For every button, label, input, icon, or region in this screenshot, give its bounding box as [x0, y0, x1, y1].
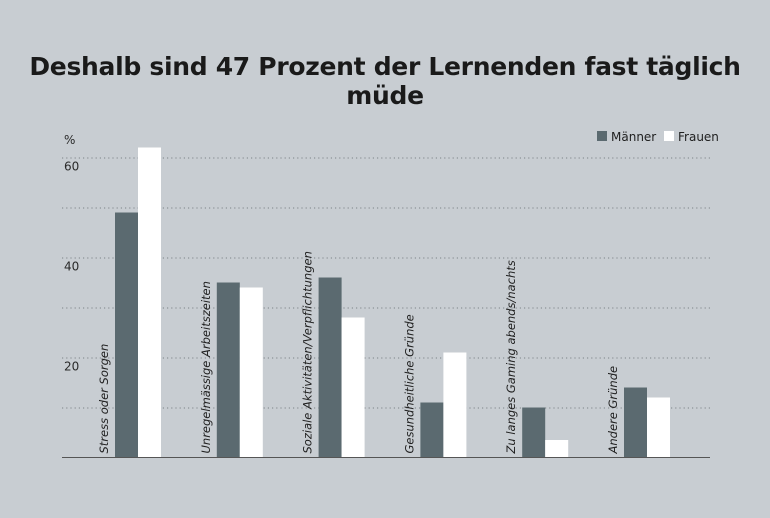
- bars: [115, 147, 670, 458]
- category-label: Zu langes Gaming abends/nachts: [504, 260, 518, 454]
- bar-frauen: [341, 317, 365, 458]
- category-label: Soziale Aktivitäten/Verpflichtungen: [301, 251, 315, 453]
- bar-maenner: [115, 212, 138, 458]
- y-tick-label: 60: [64, 160, 79, 174]
- bar-maenner: [522, 407, 546, 458]
- category-label: Stress oder Sorgen: [97, 344, 111, 454]
- bar-frauen: [545, 440, 569, 458]
- category-label: Unregelmässige Arbeitszeiten: [199, 281, 213, 453]
- category-label: Andere Gründe: [606, 366, 620, 455]
- legend-label-frauen: Frauen: [678, 130, 719, 144]
- legend-swatch-maenner: [597, 131, 607, 141]
- bar-frauen: [138, 147, 161, 458]
- chart-title: Deshalb sind 47 Prozent der Lernenden fa…: [29, 52, 741, 110]
- y-tick-label: 40: [64, 260, 79, 274]
- bar-maenner: [216, 282, 240, 458]
- bar-frauen: [239, 287, 263, 458]
- category-label: Gesundheitliche Gründe: [402, 314, 416, 453]
- legend-swatch-frauen: [664, 131, 674, 141]
- bar-maenner: [420, 402, 444, 458]
- labels: % 20 40 60 Stress oder Sorgen Unregelmässige…: [64, 133, 620, 455]
- legend: Männer Frauen: [597, 130, 719, 144]
- y-tick-label: 20: [64, 360, 79, 374]
- bar-maenner: [624, 387, 647, 458]
- bar-maenner: [318, 277, 342, 458]
- y-axis-unit-label: %: [64, 133, 75, 147]
- gridlines: [62, 157, 710, 409]
- bar-frauen: [647, 397, 670, 458]
- bar-frauen: [443, 352, 467, 458]
- legend-label-maenner: Männer: [611, 130, 656, 144]
